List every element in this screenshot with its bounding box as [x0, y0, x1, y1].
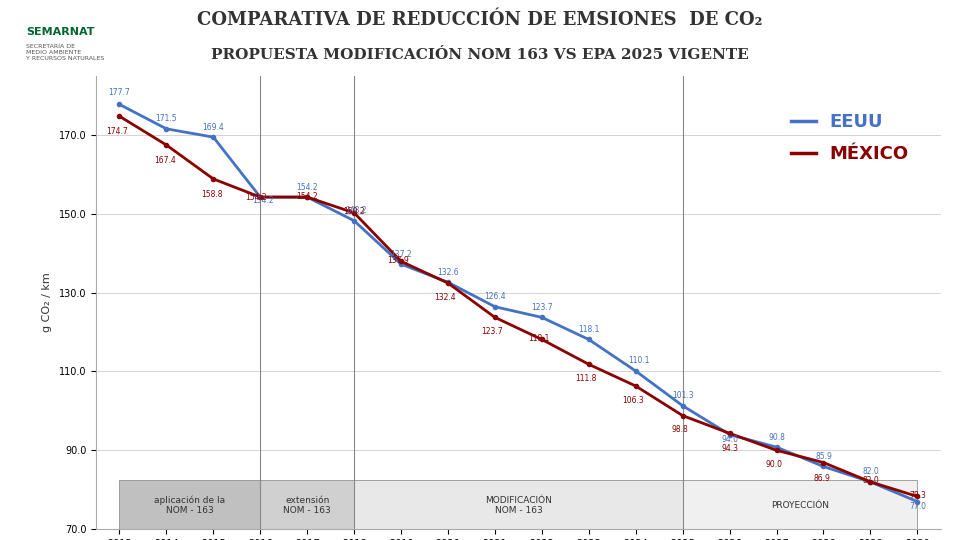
Text: 85.9: 85.9 — [815, 452, 832, 461]
MÉXICO — [160, 142, 172, 149]
MÉXICO — [254, 194, 266, 200]
Text: 154.2: 154.2 — [246, 193, 267, 202]
Text: 154.2: 154.2 — [252, 197, 274, 205]
Text: 150.2: 150.2 — [344, 207, 365, 217]
Bar — [683, 480, 918, 529]
Text: 154.2: 154.2 — [297, 183, 318, 192]
Text: 148.2: 148.2 — [345, 206, 367, 215]
EEUU — [301, 194, 313, 200]
Text: 98.8: 98.8 — [671, 426, 688, 434]
Text: 77.0: 77.0 — [909, 502, 925, 511]
Text: COMPARATIVA DE REDUCCIÓN DE EMSIONES  DE CO₂: COMPARATIVA DE REDUCCIÓN DE EMSIONES DE … — [197, 11, 763, 29]
EEUU — [912, 498, 924, 505]
Line: MÉXICO: MÉXICO — [117, 114, 920, 498]
Text: 90.0: 90.0 — [765, 460, 782, 469]
Text: 82.0: 82.0 — [862, 476, 878, 485]
MÉXICO — [865, 478, 876, 485]
Text: 126.4: 126.4 — [484, 292, 506, 301]
Text: 171.5: 171.5 — [156, 114, 178, 123]
Text: 82.0: 82.0 — [862, 467, 878, 476]
EEUU — [724, 431, 735, 438]
MÉXICO — [818, 460, 829, 466]
Text: 90.8: 90.8 — [768, 433, 785, 442]
MÉXICO — [912, 493, 924, 500]
MÉXICO — [207, 176, 219, 182]
Text: 110.1: 110.1 — [628, 356, 649, 366]
EEUU — [865, 478, 876, 485]
Text: 137.2: 137.2 — [391, 249, 412, 259]
Legend: EEUU, MÉXICO: EEUU, MÉXICO — [784, 106, 916, 169]
Text: extensión
NOM - 163: extensión NOM - 163 — [283, 496, 331, 515]
Text: 118.1: 118.1 — [528, 334, 550, 343]
EEUU — [771, 444, 782, 450]
MÉXICO — [443, 280, 454, 286]
EEUU — [348, 218, 360, 224]
EEUU — [583, 336, 594, 343]
Text: 78.3: 78.3 — [909, 491, 925, 500]
Text: PROYECCIÓN: PROYECCIÓN — [771, 501, 829, 510]
EEUU — [160, 126, 172, 132]
EEUU — [207, 134, 219, 140]
Text: SECRETARÍA DE
MEDIO AMBIENTE
Y RECURSOS NATURALES: SECRETARÍA DE MEDIO AMBIENTE Y RECURSOS … — [26, 44, 105, 61]
Text: 167.4: 167.4 — [155, 156, 176, 165]
EEUU — [490, 303, 501, 310]
Text: 174.7: 174.7 — [106, 127, 128, 136]
Text: 123.7: 123.7 — [481, 327, 503, 336]
MÉXICO — [113, 113, 125, 119]
Text: 154.2: 154.2 — [297, 192, 318, 200]
MÉXICO — [771, 447, 782, 454]
Text: PROPUESTA MODIFICACIÓN NOM 163 VS EPA 2025 VIGENTE: PROPUESTA MODIFICACIÓN NOM 163 VS EPA 20… — [211, 48, 749, 62]
EEUU — [443, 279, 454, 286]
Text: 132.6: 132.6 — [437, 268, 459, 276]
EEUU — [254, 194, 266, 200]
Text: MODIFICACIÓN
NOM - 163: MODIFICACIÓN NOM - 163 — [485, 496, 552, 515]
Text: 169.4: 169.4 — [203, 123, 225, 132]
Text: 101.3: 101.3 — [672, 391, 693, 400]
MÉXICO — [348, 210, 360, 216]
MÉXICO — [724, 430, 735, 437]
Bar — [260, 480, 354, 529]
EEUU — [818, 463, 829, 470]
Text: aplicación de la
NOM - 163: aplicación de la NOM - 163 — [155, 496, 226, 516]
Text: 94.3: 94.3 — [721, 444, 738, 454]
EEUU — [536, 314, 547, 321]
Y-axis label: g CO₂ / km: g CO₂ / km — [41, 273, 52, 332]
Text: 177.7: 177.7 — [108, 89, 131, 97]
Line: EEUU: EEUU — [117, 102, 920, 504]
Text: 86.9: 86.9 — [814, 474, 830, 483]
MÉXICO — [583, 361, 594, 368]
Text: 118.1: 118.1 — [578, 325, 599, 334]
EEUU — [113, 101, 125, 107]
Text: 137.9: 137.9 — [388, 256, 409, 265]
MÉXICO — [677, 413, 688, 419]
MÉXICO — [490, 314, 501, 321]
Bar — [119, 480, 260, 529]
EEUU — [396, 261, 407, 267]
MÉXICO — [396, 258, 407, 265]
EEUU — [677, 402, 688, 409]
Text: 106.3: 106.3 — [622, 396, 644, 405]
EEUU — [630, 368, 641, 374]
Bar — [354, 480, 683, 529]
Text: 123.7: 123.7 — [531, 303, 553, 312]
Text: 158.8: 158.8 — [202, 190, 223, 199]
Text: SEMARNAT: SEMARNAT — [26, 26, 94, 37]
MÉXICO — [630, 383, 641, 389]
MÉXICO — [301, 194, 313, 200]
Text: 132.4: 132.4 — [435, 293, 456, 302]
Text: 111.8: 111.8 — [575, 374, 597, 383]
Text: 94.0: 94.0 — [721, 435, 738, 444]
MÉXICO — [536, 336, 547, 343]
